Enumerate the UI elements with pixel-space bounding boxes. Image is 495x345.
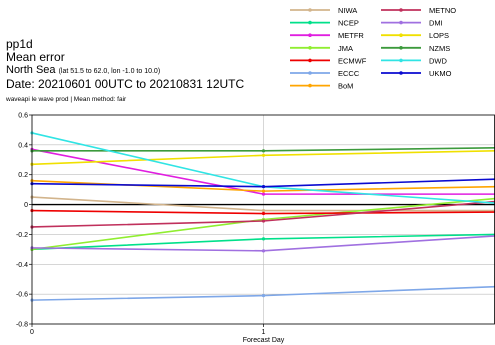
chart-title-date-range: Date: 20210601 00UTC to 20210831 12UTC [6, 77, 245, 91]
legend-marker-ukmo [399, 71, 403, 75]
legend-label-dmi: DMI [429, 19, 443, 28]
legend-marker-ncep [308, 20, 312, 25]
legend-marker-ecmwf [308, 58, 312, 63]
y-tick-label: 0.6 [18, 113, 28, 120]
series-lines [30, 131, 495, 302]
data-point-ecmwf [261, 211, 266, 216]
legend-marker-lops [399, 33, 403, 37]
region-name: North Sea [6, 64, 56, 76]
data-point-lops [261, 153, 266, 157]
data-point-dmi [261, 249, 266, 253]
chart-title-parameter: pp1d [6, 37, 33, 51]
legend-marker-jma [308, 46, 312, 50]
chart-title-statistic: Mean error [6, 50, 65, 64]
data-point-metno [261, 219, 266, 223]
x-tick-label: 0 [30, 329, 34, 336]
legend-marker-dmi [399, 20, 403, 25]
legend-marker-metno [399, 8, 403, 12]
y-tick-label: -0.6 [16, 292, 28, 299]
data-point-metfr [261, 192, 266, 196]
y-tick-label: 0 [24, 202, 28, 209]
chart-title-region: North Sea (lat 51.5 to 62.0, lon -1.0 to… [6, 64, 160, 76]
y-tick-label: 0.4 [18, 142, 28, 149]
data-point-ukmo [261, 185, 266, 189]
legend: NIWA NCEP METFR JMA ECMWF ECCC BoM METNO DMI LOPS… [290, 6, 456, 91]
y-tick-label: -0.4 [16, 262, 28, 269]
x-axis-label: Forecast Day [243, 337, 285, 344]
legend-label-bom: BoM [338, 82, 353, 91]
legend-marker-dwd [399, 58, 403, 63]
x-tick-label: 1 [262, 329, 266, 336]
y-tick-label: -0.8 [16, 322, 28, 329]
legend-label-lops: LOPS [429, 31, 449, 40]
legend-label-ukmo: UKMO [429, 69, 452, 78]
legend-marker-bom [308, 83, 312, 88]
data-point-ncep [261, 237, 266, 241]
legend-label-ncep: NCEP [338, 19, 359, 28]
legend-marker-niwa [308, 8, 312, 12]
legend-label-niwa: NIWA [338, 6, 357, 15]
legend-label-dwd: DWD [429, 56, 447, 65]
y-tick-label: -0.2 [16, 232, 28, 239]
legend-label-nzms: NZMS [429, 44, 450, 53]
chart-note: waveapi le wave prod | Mean method: fair [6, 96, 127, 103]
data-point-niwa [261, 208, 266, 213]
legend-label-eccc: ECCC [338, 69, 360, 78]
data-point-eccc [261, 294, 266, 298]
y-tick-label: 0.2 [18, 172, 28, 179]
legend-label-metno: METNO [429, 6, 456, 15]
data-point-bom [261, 189, 266, 193]
legend-marker-eccc [308, 71, 312, 75]
legend-label-jma: JMA [338, 44, 353, 53]
legend-label-ecmwf: ECMWF [338, 56, 367, 65]
legend-marker-metfr [308, 33, 312, 37]
legend-label-metfr: METFR [338, 31, 364, 40]
region-bounds: (lat 51.5 to 62.0, lon -1.0 to 10.0) [58, 68, 161, 75]
legend-marker-nzms [399, 46, 403, 50]
axis-ticks: 0.60.40.20-0.2-0.4-0.6-0.80 1 [16, 113, 266, 337]
data-point-nzms [261, 149, 266, 153]
